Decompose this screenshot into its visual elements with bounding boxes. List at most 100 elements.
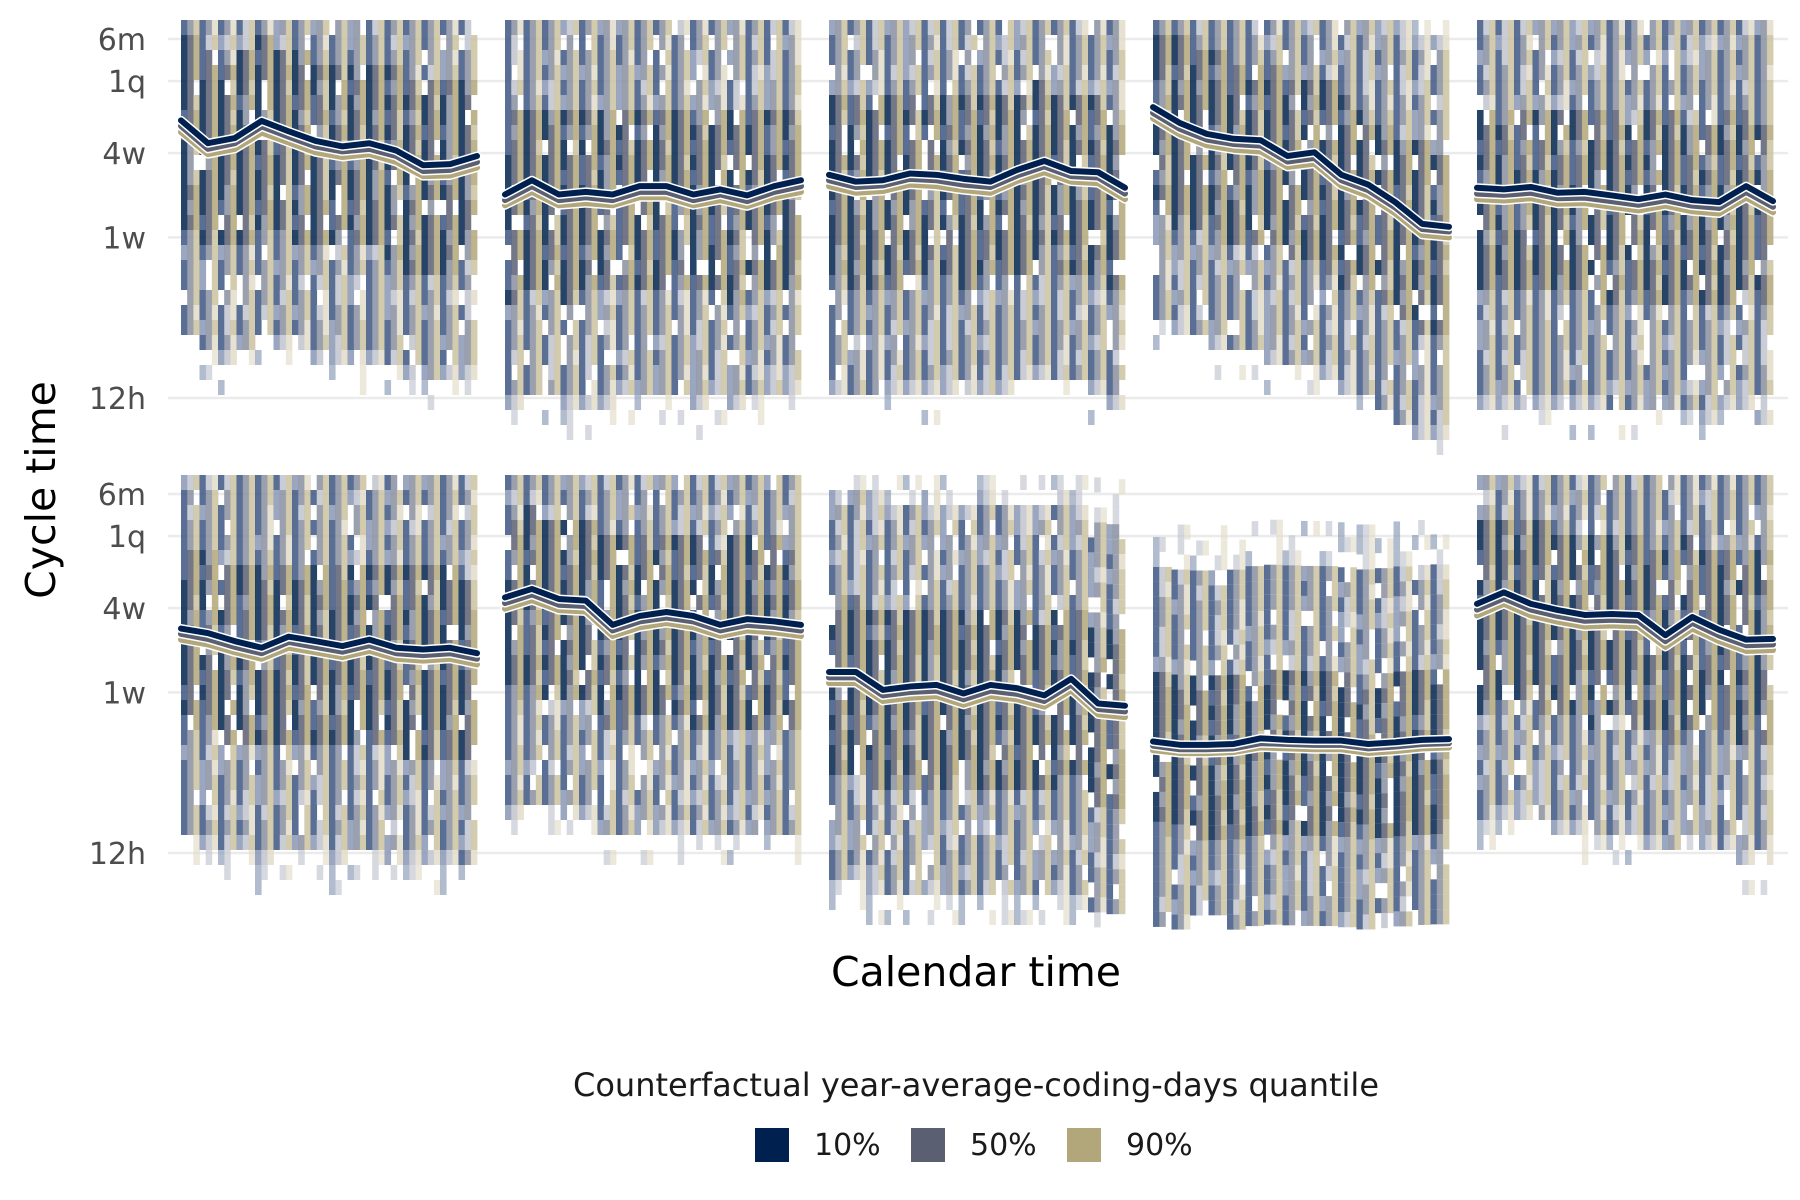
heatmap-tile <box>1344 260 1351 275</box>
heatmap-tile <box>255 80 262 95</box>
heatmap-tile <box>310 260 318 275</box>
heatmap-tile <box>1387 290 1394 305</box>
heatmap-tile <box>298 80 305 95</box>
heatmap-tile <box>1362 95 1370 110</box>
heatmap-tile <box>218 50 225 65</box>
heatmap-tile <box>298 305 305 320</box>
heatmap-tile <box>1477 305 1484 320</box>
heatmap-tile <box>1100 245 1107 260</box>
heatmap-tile <box>884 155 892 170</box>
heatmap-tile <box>236 320 244 335</box>
heatmap-tile <box>1026 50 1033 65</box>
heatmap-tile <box>1375 380 1382 395</box>
heatmap-tile <box>1007 335 1015 350</box>
heatmap-tile <box>523 65 531 80</box>
heatmap-tile <box>1514 290 1521 305</box>
heatmap-tile <box>989 215 996 230</box>
heatmap-tile <box>236 170 244 185</box>
heatmap-tile <box>720 155 728 170</box>
heatmap-tile <box>872 350 879 365</box>
heatmap-tile <box>1251 35 1259 50</box>
heatmap-tile <box>347 350 355 365</box>
heatmap-tile <box>1594 140 1601 155</box>
heatmap-tile <box>542 110 549 125</box>
heatmap-tile <box>653 155 660 170</box>
heatmap-tile <box>739 380 746 395</box>
heatmap-tile <box>1489 65 1496 80</box>
heatmap-tile <box>714 215 722 230</box>
heatmap-tile <box>1507 380 1515 395</box>
heatmap-tile <box>1600 125 1607 140</box>
heatmap-tile <box>1227 20 1234 35</box>
heatmap-tile <box>782 200 790 215</box>
heatmap-tile <box>940 155 947 170</box>
heatmap-tile <box>714 140 722 155</box>
heatmap-tile <box>1430 380 1438 395</box>
heatmap-tile <box>788 80 796 95</box>
heatmap-tile <box>403 215 410 230</box>
heatmap-tile <box>1075 185 1083 200</box>
heatmap-tile <box>366 245 373 260</box>
heatmap-tile <box>1264 155 1271 170</box>
heatmap-tile <box>1581 395 1589 410</box>
heatmap-tile <box>776 380 783 395</box>
heatmap-tile <box>1257 170 1265 185</box>
heatmap-tile <box>1245 110 1253 125</box>
heatmap-tile <box>896 200 904 215</box>
heatmap-tile <box>353 260 361 275</box>
heatmap-tile <box>1538 200 1546 215</box>
heatmap-tile <box>1489 125 1496 140</box>
heatmap-tile <box>1569 275 1577 290</box>
heatmap-tile <box>1288 245 1296 260</box>
heatmap-tile <box>952 350 959 365</box>
heatmap-tile <box>1387 245 1394 260</box>
heatmap-tile <box>372 125 379 140</box>
heatmap-tile <box>794 20 802 35</box>
heatmap-tile <box>745 365 753 380</box>
heatmap-tile <box>835 290 842 305</box>
heatmap-tile <box>359 155 367 170</box>
heatmap-tile <box>464 125 472 140</box>
heatmap-tile <box>517 65 524 80</box>
heatmap-tile <box>1159 65 1166 80</box>
heatmap-tile <box>1214 230 1222 245</box>
heatmap-tile <box>1606 245 1614 260</box>
heatmap-tile <box>378 170 385 185</box>
heatmap-tile <box>983 95 990 110</box>
heatmap-tile <box>523 365 531 380</box>
heatmap-tile <box>770 155 777 170</box>
heatmap-tile <box>727 95 734 110</box>
heatmap-tile <box>560 170 568 185</box>
heatmap-tile <box>1063 380 1070 395</box>
heatmap-tile <box>1430 365 1438 380</box>
heatmap-tile <box>1393 245 1401 260</box>
quantile-line-50pct <box>826 163 1128 197</box>
heatmap-tile <box>597 230 605 245</box>
heatmap-tile <box>1344 20 1351 35</box>
heatmap-tile <box>372 20 379 35</box>
heatmap-tile <box>1100 350 1107 365</box>
heatmap-tile <box>1233 95 1240 110</box>
heatmap-tile <box>1412 320 1419 335</box>
heatmap-tile <box>230 290 237 305</box>
heatmap-tile <box>1575 80 1583 95</box>
heatmap-tile <box>1375 320 1382 335</box>
heatmap-tile <box>1418 170 1425 185</box>
heatmap-tile <box>1600 290 1607 305</box>
heatmap-tile <box>316 305 324 320</box>
heatmap-tile <box>677 365 685 380</box>
heatmap-tile <box>1544 365 1552 380</box>
heatmap-tile <box>1331 320 1339 335</box>
heatmap-tile <box>396 125 404 140</box>
heatmap-tile <box>983 290 990 305</box>
heatmap-tile <box>211 305 219 320</box>
heatmap-tile <box>1094 245 1101 260</box>
heatmap-tile <box>727 395 734 410</box>
heatmap-tile <box>470 125 478 140</box>
heatmap-tile <box>1183 275 1191 290</box>
heatmap-tile <box>433 365 441 380</box>
heatmap-tile <box>1430 290 1438 305</box>
heatmap-tile <box>788 365 796 380</box>
heatmap-tile <box>1239 50 1246 65</box>
heatmap-tile <box>255 185 262 200</box>
